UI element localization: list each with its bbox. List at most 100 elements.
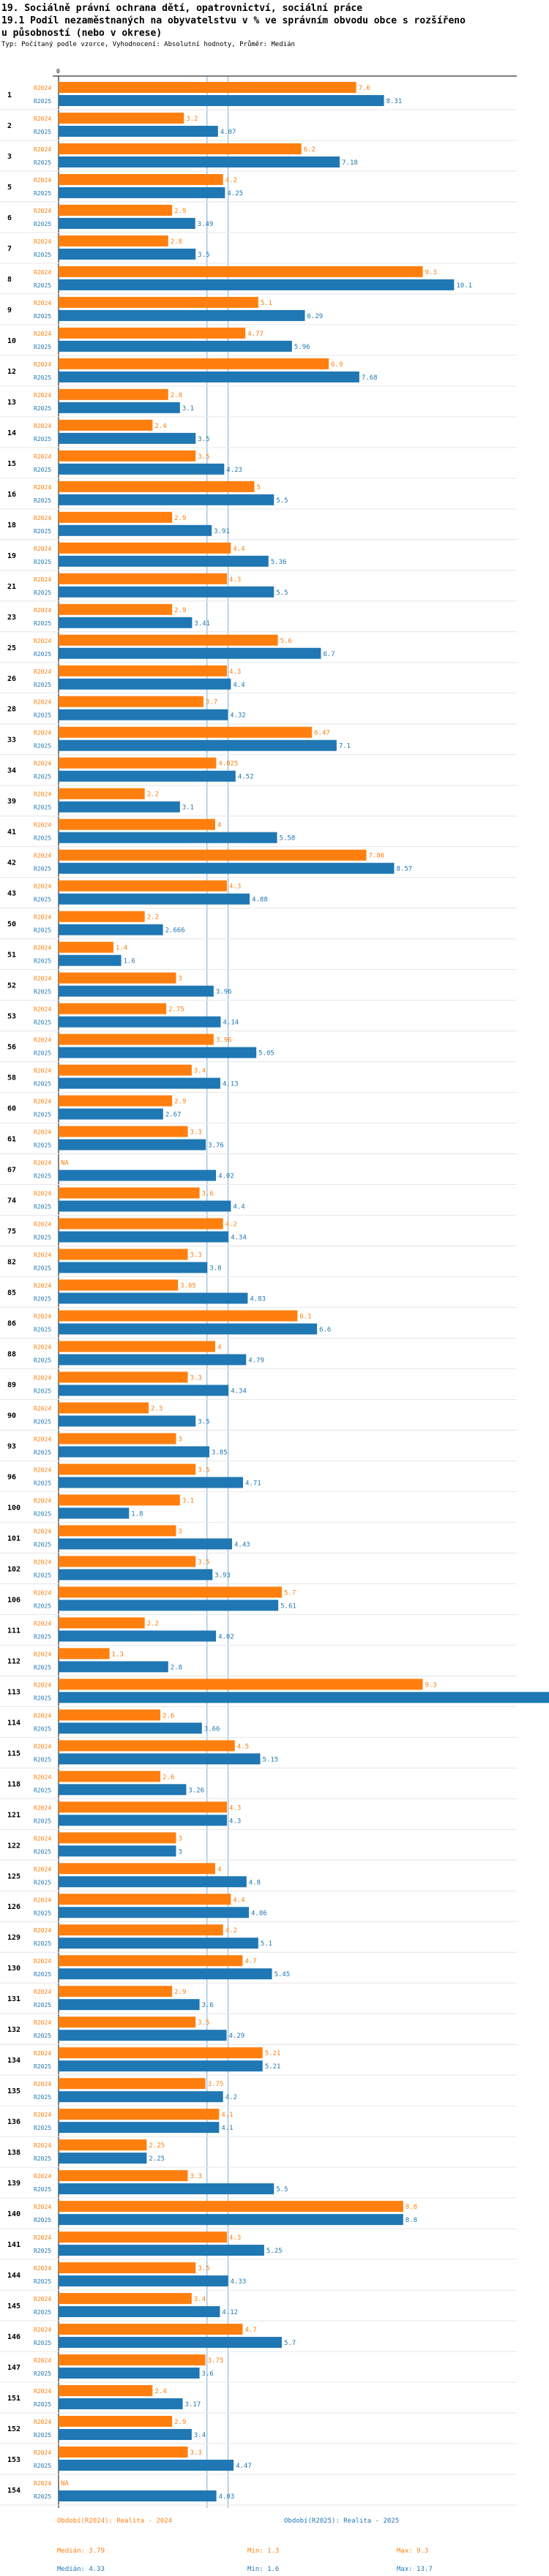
category-label: 74	[7, 1197, 16, 1205]
series-label-r2025: R2025	[34, 2125, 51, 2131]
bar-r2024	[59, 2078, 206, 2090]
series-label-r2025: R2025	[34, 2432, 51, 2438]
bar-r2024	[59, 2324, 243, 2335]
series-label-r2024: R2024	[34, 945, 51, 952]
value-label-r2024: 3.5	[198, 2265, 209, 2272]
bar-r2025	[59, 1139, 206, 1150]
value-label-r2025: 4.52	[238, 774, 254, 781]
bar-r2024	[59, 1709, 161, 1721]
series-label-r2025: R2025	[34, 1541, 51, 1548]
title-line-2: 19.1 Podíl nezaměstnaných na obyvatelstv…	[1, 15, 466, 26]
value-label-r2025: 4.47	[236, 2463, 252, 2470]
value-label-r2024: 9.3	[425, 1681, 437, 1689]
bar-r2025	[59, 555, 269, 567]
category-label: 114	[7, 1719, 20, 1727]
value-label-r2024: 4.2	[225, 1927, 237, 1935]
bar-r2025	[59, 709, 228, 720]
value-label-r2024: 4.4	[233, 1897, 244, 1904]
category-label: 39	[7, 798, 16, 806]
value-label-r2024: 4.3	[229, 1804, 241, 1812]
series-label-r2025: R2025	[34, 620, 51, 627]
category-label: 135	[7, 2087, 20, 2095]
category-label: 138	[7, 2149, 20, 2157]
series-label-r2024: R2024	[34, 2296, 51, 2302]
category-label: 130	[7, 1965, 20, 1973]
series-label-r2024: R2024	[34, 484, 51, 491]
category-label: 1	[7, 91, 12, 99]
value-label-r2024: 6.47	[314, 730, 330, 737]
value-label-r2025: 6.7	[323, 651, 335, 658]
value-label-r2024: 1.3	[112, 1651, 124, 1658]
series-label-r2025: R2025	[34, 1910, 51, 1916]
series-label-r2024: R2024	[34, 669, 51, 675]
series-label-r2024: R2024	[34, 423, 51, 429]
max-r2024: Max: 9.3	[397, 2547, 429, 2555]
value-label-r2024: 3.4	[194, 2296, 206, 2303]
series-label-r2024: R2024	[34, 146, 51, 153]
value-label-r2025: 3.66	[204, 1725, 220, 1733]
value-label-r2025: 3.6	[202, 2002, 214, 2009]
value-label-r2025: 4.8	[249, 1879, 261, 1886]
series-label-r2025: R2025	[34, 2493, 51, 2500]
bar-r2024	[59, 1986, 173, 1997]
series-label-r2025: R2025	[34, 2063, 51, 2070]
value-label-r2025: 4.25	[227, 190, 243, 197]
value-label-r2025: 4.14	[223, 1020, 239, 1027]
category-label: 14	[7, 429, 16, 437]
value-label-r2025: 5.58	[280, 835, 296, 843]
series-label-r2024: R2024	[34, 1344, 51, 1350]
category-label: 43	[7, 890, 16, 898]
bar-r2024	[59, 542, 231, 554]
bar-r2025	[59, 1937, 258, 1949]
category-label: 144	[7, 2272, 20, 2280]
value-label-r2024: 2.9	[174, 1989, 186, 1996]
series-label-r2024: R2024	[34, 2081, 51, 2087]
series-label-r2025: R2025	[34, 1173, 51, 1180]
category-label: 118	[7, 1780, 20, 1788]
bar-r2024	[59, 941, 113, 953]
value-label-r2024: 5.6	[280, 638, 292, 645]
series-label-r2025: R2025	[34, 1020, 51, 1026]
value-label-r2024: 3.3	[190, 1129, 202, 1137]
value-label-r2025: 4.34	[231, 1387, 247, 1395]
series-label-r2024: R2024	[34, 1958, 51, 1965]
series-label-r2025: R2025	[34, 528, 51, 535]
category-label: 5	[7, 184, 12, 192]
value-label-r2024: 2.75	[168, 1006, 184, 1014]
bar-r2024	[59, 726, 313, 738]
series-label-r2025: R2025	[34, 1112, 51, 1118]
series-label-r2025: R2025	[34, 2186, 51, 2193]
bar-r2024	[59, 2139, 147, 2151]
category-label: 88	[7, 1350, 16, 1358]
series-label-r2024: R2024	[34, 515, 51, 521]
category-label: 26	[7, 675, 16, 683]
category-label: 56	[7, 1044, 16, 1052]
category-label: 33	[7, 737, 16, 745]
bar-r2025	[59, 739, 337, 751]
bar-r2025	[59, 1385, 229, 1396]
bar-r2025	[59, 1077, 220, 1089]
series-label-r2024: R2024	[34, 1589, 51, 1596]
value-label-r2025: 3.96	[216, 989, 232, 996]
value-label-r2024: 6.2	[304, 146, 315, 154]
bar-r2024	[59, 1464, 196, 1475]
value-label-r2025: 3.93	[214, 1572, 231, 1579]
bar-r2025	[59, 2091, 223, 2103]
category-label: 141	[7, 2241, 20, 2249]
value-label-r2024: 4.3	[229, 884, 241, 891]
series-label-r2025: R2025	[34, 1848, 51, 1855]
bar-r2025	[59, 2460, 234, 2471]
series-label-r2025: R2025	[34, 559, 51, 565]
value-label-r2025: 5.7	[284, 2340, 296, 2347]
series-label-r2025: R2025	[34, 1204, 51, 1210]
bar-r2024	[59, 1525, 176, 1537]
bar-r2024	[59, 1771, 161, 1782]
series-label-r2025: R2025	[34, 743, 51, 750]
series-label-r2025: R2025	[34, 405, 51, 412]
value-label-r2025: 4.79	[248, 1357, 264, 1364]
value-label-r2024: 7.6	[359, 85, 370, 92]
value-label-r2024: 7.86	[369, 853, 385, 860]
value-label-r2025: 2.8	[171, 1664, 182, 1671]
series-label-r2024: R2024	[34, 1497, 51, 1504]
series-label-r2025: R2025	[34, 497, 51, 504]
